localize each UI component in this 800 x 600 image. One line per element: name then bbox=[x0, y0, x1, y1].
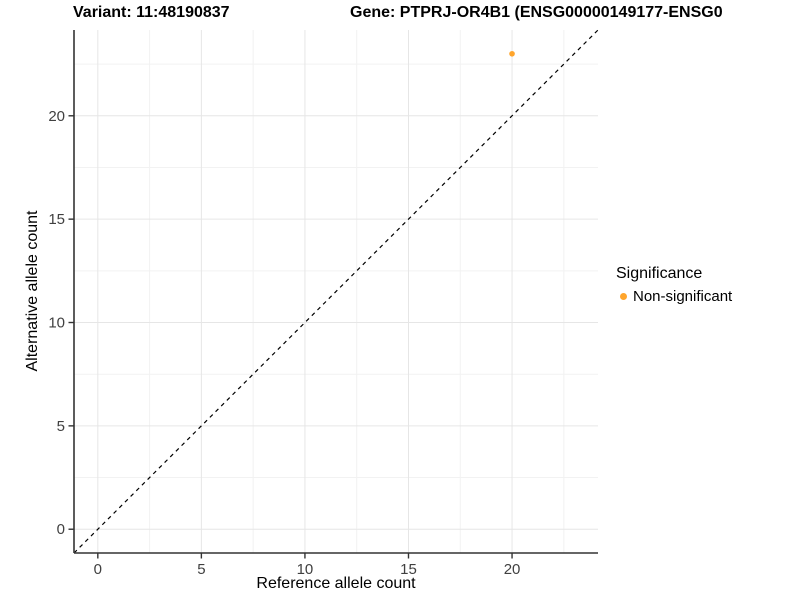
x-tick-label: 5 bbox=[197, 561, 205, 578]
x-tick-label: 20 bbox=[504, 561, 521, 578]
data-point bbox=[509, 50, 515, 57]
legend-item: Non-significant bbox=[616, 288, 732, 305]
legend: Significance Non-significant bbox=[616, 265, 732, 305]
x-tick-label: 15 bbox=[400, 561, 417, 578]
legend-items: Non-significant bbox=[616, 288, 732, 305]
gene-title: Gene: PTPRJ-OR4B1 (ENSG00000149177-ENSG0 bbox=[350, 4, 723, 21]
identity-line bbox=[73, 29, 599, 554]
y-tick-label: 10 bbox=[48, 315, 65, 332]
legend-item-label: Non-significant bbox=[633, 288, 733, 305]
y-tick-label: 0 bbox=[57, 521, 65, 538]
x-tick-label: 10 bbox=[297, 561, 314, 578]
x-axis-title: Reference allele count bbox=[256, 575, 416, 592]
legend-dot-icon bbox=[620, 293, 627, 300]
variant-title: Variant: 11:48190837 bbox=[73, 4, 230, 21]
y-tick-label: 20 bbox=[48, 108, 65, 125]
legend-title: Significance bbox=[616, 265, 703, 282]
y-tick-label: 5 bbox=[57, 418, 65, 435]
x-tick-label: 0 bbox=[94, 561, 102, 578]
y-tick-label: 15 bbox=[48, 211, 65, 228]
